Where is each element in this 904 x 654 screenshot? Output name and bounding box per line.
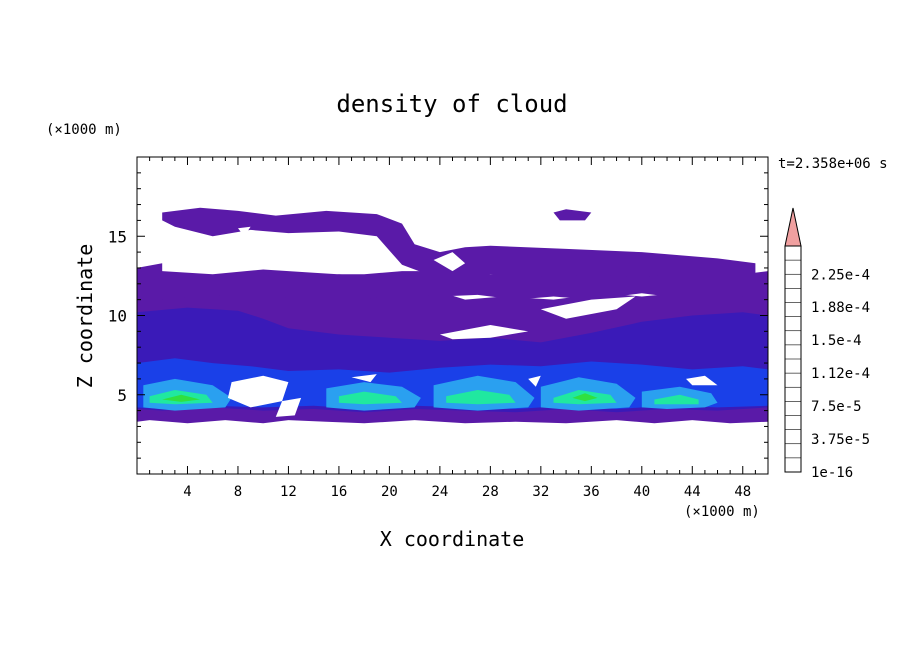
contour-region-12 [338,391,402,405]
cloud-free-gap-7 [351,374,377,383]
cloud-free-gap-8 [528,375,541,387]
colorbar-label: 7.5e-5 [811,399,862,415]
contour-region-13 [446,390,516,405]
x-tick-label: 40 [633,484,650,500]
cloud-free-gap-5 [439,325,529,340]
colorbar-label: 1.12e-4 [811,366,870,382]
contour-region-16 [162,394,201,402]
x-tick-label: 4 [183,484,191,500]
colorbar-label: 1.88e-4 [811,300,870,316]
y-tick-label: 10 [108,307,127,326]
x-tick-label: 36 [583,484,600,500]
x-tick-label: 8 [234,484,242,500]
colorbar: 1e-16 3.75e-5 7.5e-5 1.12e-4 1.5e-4 1.88e-4 2.… [784,207,870,481]
colorbar-overflow-triangle [784,207,802,247]
x-tick-label: 16 [330,484,347,500]
x-tick-label: 20 [381,484,398,500]
x-axis-label: X coordinate [380,527,525,551]
x-tick-label: 12 [280,484,297,500]
y-axis-label: Z coordinate [73,244,97,389]
cloud-free-gap-6 [686,375,718,386]
cloud-free-gap-2 [433,252,466,272]
y-tick-label: 15 [108,227,127,246]
cloud-free-gap-3 [238,226,251,237]
y-tick-label: 5 [117,386,127,405]
x-axis: 4 8 12 16 20 24 28 32 36 40 44 48 [149,157,756,500]
x-tick-label: 24 [431,484,448,500]
chart-title: density of cloud [336,90,567,118]
cloud-free-gap-0 [227,375,289,408]
colorbar-label: 3.75e-5 [811,432,870,448]
contour-region-3 [137,263,768,300]
contour-region-17 [572,393,598,402]
time-label: t=2.358e+06 s [778,156,888,172]
contour-region-1 [162,207,756,284]
colorbar-label: 1.5e-4 [811,333,862,349]
x-tick-label: 28 [482,484,499,500]
contour-fill [137,207,768,424]
cloud-free-gap-1 [275,397,302,417]
y-axis: 5 10 15 [108,172,768,459]
x-unit-label: (×1000 m) [684,504,760,520]
cloud-free-gap-4 [540,296,636,319]
contour-region-15 [654,394,699,405]
colorbar-label: 2.25e-4 [811,267,870,283]
x-tick-label: 32 [532,484,549,500]
x-tick-label: 44 [684,484,701,500]
contour-region-2 [553,209,592,221]
x-tick-label: 48 [734,484,751,500]
colorbar-label: 1e-16 [811,465,853,481]
y-unit-label: (×1000 m) [46,122,122,138]
